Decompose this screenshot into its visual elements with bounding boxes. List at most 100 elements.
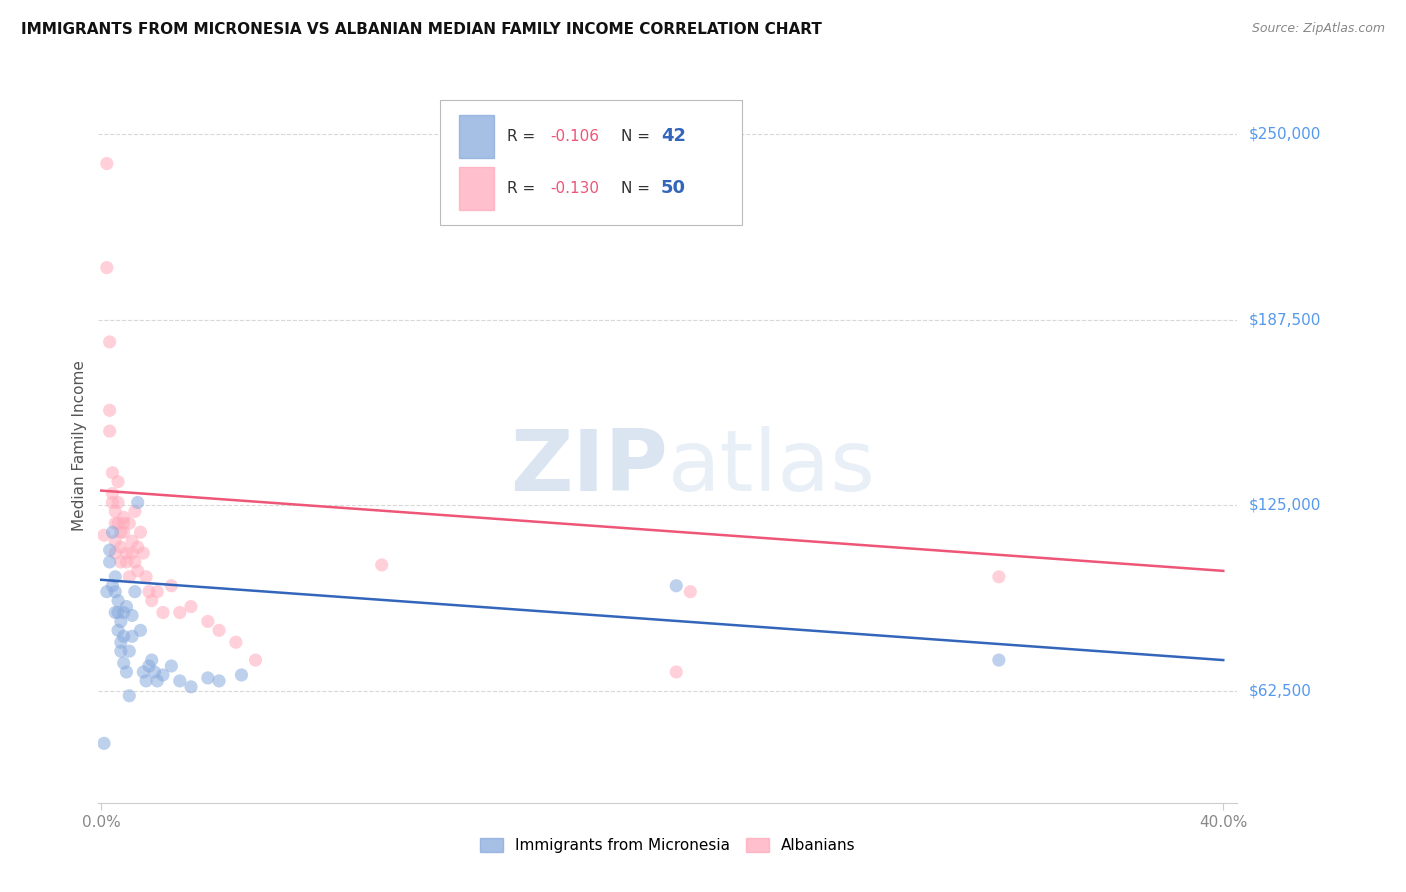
Point: [104, 516, 127, 531]
Point: [110, 540, 132, 554]
Point: [127, 564, 149, 578]
Point: [160, 659, 183, 673]
Text: IMMIGRANTS FROM MICRONESIA VS ALBANIAN MEDIAN FAMILY INCOME CORRELATION CHART: IMMIGRANTS FROM MICRONESIA VS ALBANIAN M…: [21, 22, 823, 37]
Point: [231, 668, 253, 682]
Point: [665, 579, 688, 593]
Point: [160, 579, 183, 593]
Point: [987, 653, 1010, 667]
Point: [107, 516, 129, 531]
Point: [118, 570, 141, 584]
Point: [110, 525, 132, 540]
Point: [127, 495, 149, 509]
Point: [169, 673, 191, 688]
Point: [104, 570, 127, 584]
Point: [169, 606, 191, 620]
Text: 50: 50: [661, 179, 686, 197]
Point: [225, 635, 247, 649]
Point: [110, 615, 132, 629]
Text: atlas: atlas: [668, 425, 876, 509]
Point: [124, 555, 146, 569]
Point: [118, 644, 141, 658]
Point: [101, 495, 124, 509]
Text: $250,000: $250,000: [1249, 127, 1320, 141]
Text: ZIP: ZIP: [510, 425, 668, 509]
Text: -0.130: -0.130: [551, 181, 599, 195]
Point: [110, 635, 132, 649]
Point: [197, 615, 219, 629]
Point: [115, 665, 138, 679]
Bar: [460, 115, 494, 158]
Point: [96, 156, 118, 170]
Point: [121, 534, 143, 549]
Point: [112, 629, 135, 643]
Point: [141, 593, 163, 607]
Point: [112, 516, 135, 531]
Point: [93, 528, 115, 542]
Point: [98, 543, 121, 558]
Point: [96, 584, 118, 599]
Point: [112, 510, 135, 524]
Point: [121, 546, 143, 560]
Point: [118, 516, 141, 531]
Point: [987, 570, 1010, 584]
Text: R =: R =: [508, 181, 540, 195]
Point: [208, 624, 231, 638]
Point: [129, 525, 152, 540]
Point: [197, 671, 219, 685]
Point: [152, 606, 174, 620]
Text: -0.106: -0.106: [551, 129, 599, 144]
Point: [107, 475, 129, 489]
Text: Source: ZipAtlas.com: Source: ZipAtlas.com: [1251, 22, 1385, 36]
Point: [121, 608, 143, 623]
Point: [112, 525, 135, 540]
Bar: [460, 167, 494, 210]
Text: $125,000: $125,000: [1249, 498, 1320, 513]
Point: [146, 584, 169, 599]
FancyBboxPatch shape: [440, 100, 742, 225]
Point: [152, 668, 174, 682]
Point: [98, 334, 121, 349]
Text: R =: R =: [508, 129, 540, 144]
Text: $62,500: $62,500: [1249, 684, 1312, 698]
Point: [141, 653, 163, 667]
Point: [112, 656, 135, 670]
Point: [124, 504, 146, 518]
Point: [127, 540, 149, 554]
Point: [138, 584, 160, 599]
Point: [98, 424, 121, 438]
Point: [135, 570, 157, 584]
Y-axis label: Median Family Income: Median Family Income: [72, 360, 87, 532]
Point: [121, 629, 143, 643]
Point: [104, 606, 127, 620]
Legend: Immigrants from Micronesia, Albanians: Immigrants from Micronesia, Albanians: [474, 832, 862, 859]
Point: [118, 689, 141, 703]
Point: [101, 579, 124, 593]
Point: [104, 546, 127, 560]
Point: [98, 555, 121, 569]
Point: [132, 546, 155, 560]
Point: [146, 673, 169, 688]
Point: [679, 584, 702, 599]
Point: [132, 665, 155, 679]
Point: [107, 624, 129, 638]
Text: $187,500: $187,500: [1249, 312, 1320, 327]
Point: [104, 504, 127, 518]
Point: [107, 495, 129, 509]
Point: [98, 403, 121, 417]
Point: [135, 673, 157, 688]
Point: [112, 606, 135, 620]
Point: [104, 534, 127, 549]
Point: [104, 584, 127, 599]
Text: N =: N =: [621, 181, 655, 195]
Point: [180, 680, 202, 694]
Point: [107, 606, 129, 620]
Point: [110, 644, 132, 658]
Point: [665, 665, 688, 679]
Point: [245, 653, 267, 667]
Point: [93, 736, 115, 750]
Point: [115, 599, 138, 614]
Point: [115, 555, 138, 569]
Point: [143, 665, 166, 679]
Point: [129, 624, 152, 638]
Point: [110, 555, 132, 569]
